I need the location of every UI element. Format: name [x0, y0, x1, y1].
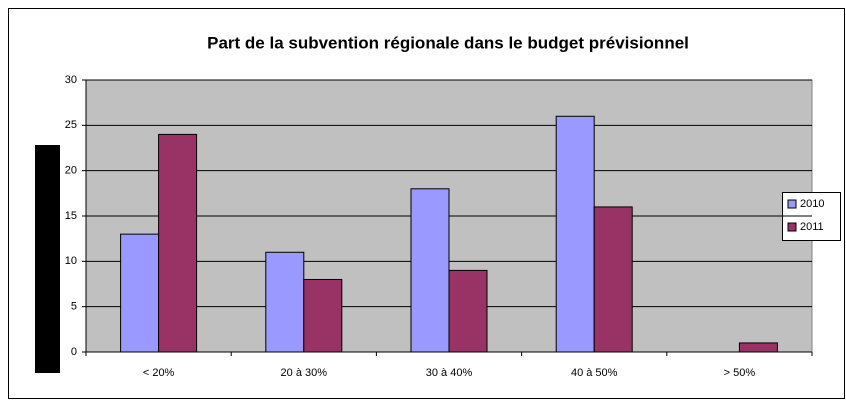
x-tick-label: 20 à 30% — [281, 367, 328, 379]
bar — [738, 342, 778, 353]
y-tick-label: 20 — [65, 165, 77, 177]
y-tick-label: 0 — [71, 346, 77, 358]
x-tick-label: < 20% — [143, 367, 175, 379]
legend-label: 2011 — [800, 221, 824, 233]
x-tick-label: > 50% — [724, 367, 756, 379]
y-tick-label: 30 — [65, 74, 77, 86]
y-tick-label: 15 — [65, 210, 77, 222]
legend-label: 2010 — [800, 198, 824, 210]
bar — [303, 278, 343, 353]
y-tick-label: 25 — [65, 119, 77, 131]
y-tick-label: 5 — [71, 301, 77, 313]
bar — [593, 206, 633, 353]
bar — [555, 115, 595, 353]
x-tick-label: 40 à 50% — [571, 367, 618, 379]
legend-swatch — [787, 199, 797, 209]
bar — [120, 233, 160, 353]
chart-title: Part de la subvention régionale dans le … — [207, 33, 689, 52]
bar — [410, 188, 450, 353]
redacted-axis-title — [35, 145, 60, 373]
legend-swatch — [787, 222, 797, 232]
y-tick-label: 10 — [65, 255, 77, 267]
x-tick-label: 30 à 40% — [426, 367, 473, 379]
bar — [448, 269, 488, 353]
bar — [265, 251, 305, 353]
bar — [158, 133, 198, 353]
